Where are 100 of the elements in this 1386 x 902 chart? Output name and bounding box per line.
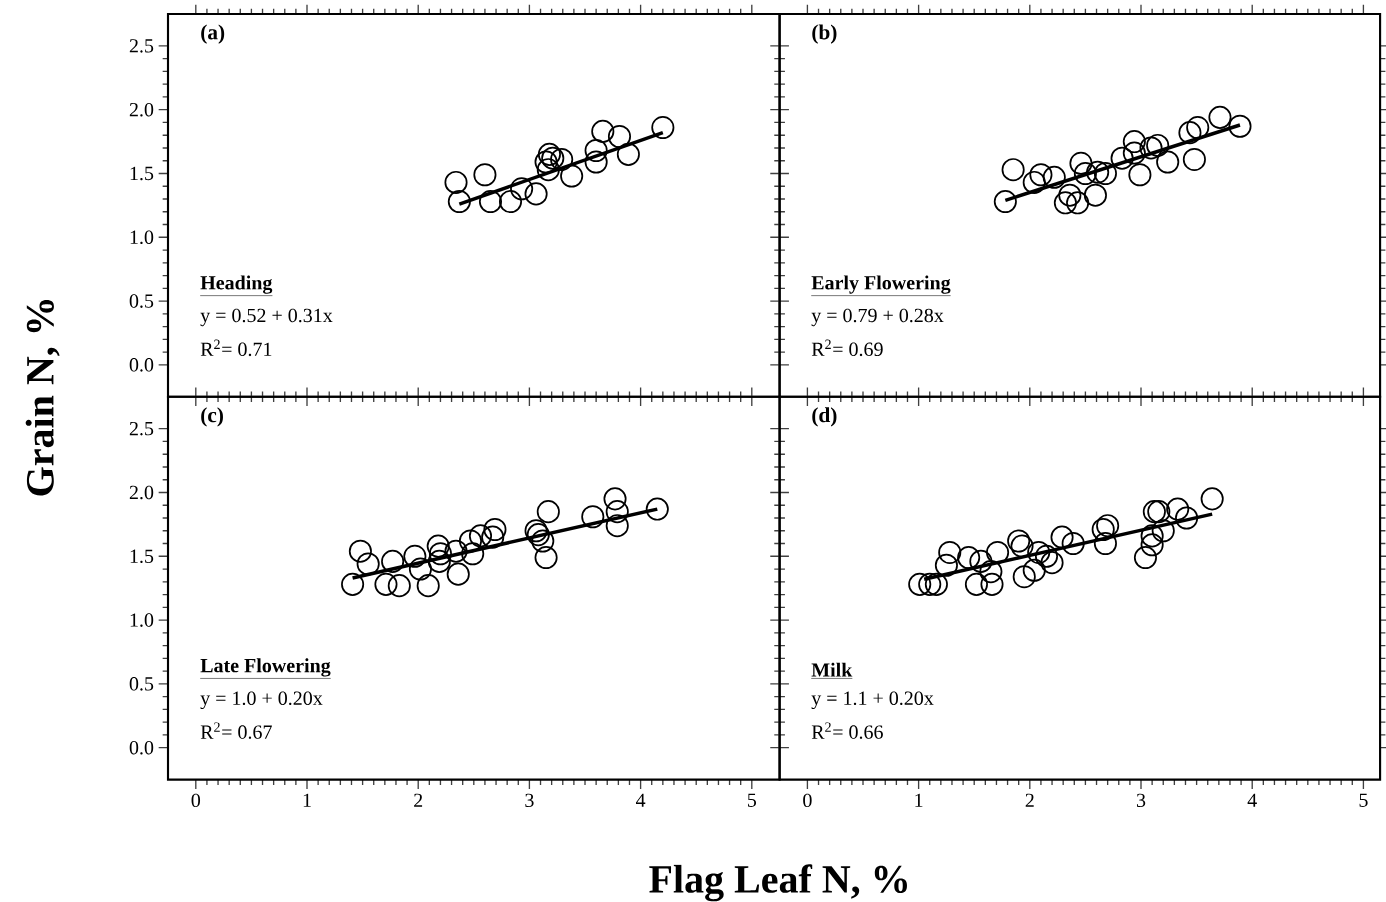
- point: [536, 158, 560, 182]
- point: [1200, 487, 1224, 511]
- annotation: (b): [812, 24, 837, 44]
- point: [1010, 534, 1034, 558]
- point: [1050, 525, 1074, 549]
- point: [341, 572, 365, 596]
- point: [416, 574, 440, 598]
- y-axis-title: Grain N, %: [25, 299, 60, 496]
- point: [1066, 191, 1090, 215]
- point: [473, 163, 497, 187]
- point: [1182, 147, 1206, 171]
- x-tick-label: 1: [915, 793, 923, 807]
- point: [1151, 519, 1175, 543]
- y-tick-label: 2.0: [129, 102, 154, 117]
- point: [403, 544, 427, 568]
- point: [1022, 170, 1046, 194]
- point: [964, 572, 988, 596]
- point: [591, 119, 615, 143]
- y-tick-label: 2.5: [129, 421, 154, 436]
- point: [1139, 136, 1163, 160]
- y-tick-label: 1.5: [130, 549, 154, 564]
- y-tick-label: 2.0: [129, 485, 154, 500]
- x-axis-title: Flag Leaf N, %: [649, 864, 907, 902]
- point: [616, 142, 640, 166]
- point: [534, 546, 558, 570]
- point: [603, 487, 627, 511]
- point: [427, 549, 451, 573]
- point: [374, 572, 398, 596]
- annotation: y = 0.52 + 0.31x: [200, 308, 333, 327]
- x-tick-label: 0: [803, 793, 812, 808]
- point: [979, 560, 1003, 584]
- point: [1166, 497, 1190, 521]
- point: [1140, 524, 1164, 548]
- y-tick-label: 0.0: [129, 740, 154, 755]
- x-tick-label: 3: [1136, 793, 1146, 808]
- annotation: y = 0.79 + 0.28x: [811, 308, 944, 327]
- point: [957, 546, 981, 570]
- point: [934, 553, 958, 577]
- annotation: Late Flowering: [200, 658, 331, 677]
- point: [1053, 191, 1077, 215]
- x-tick-label: 4: [636, 793, 646, 807]
- point: [581, 505, 605, 529]
- point: [1186, 116, 1210, 140]
- point: [381, 549, 405, 573]
- x-tick-label: 5: [747, 793, 757, 807]
- point: [444, 539, 468, 563]
- annotation: R$^{2}$= 0.69: [811, 339, 883, 357]
- annotation: Milk: [811, 662, 853, 677]
- point: [428, 542, 452, 566]
- annotation: R$^{2}$= 0.71: [200, 339, 272, 357]
- point: [1034, 544, 1059, 568]
- point: [510, 177, 534, 201]
- y-tick-label: 0.0: [129, 358, 154, 372]
- point: [1007, 529, 1031, 553]
- x-tick-label: 4: [1247, 793, 1257, 807]
- point: [607, 124, 632, 149]
- point: [1146, 133, 1170, 157]
- point: [1122, 130, 1146, 154]
- point: [1093, 531, 1117, 556]
- point: [468, 524, 493, 548]
- point: [986, 540, 1010, 564]
- point: [1096, 514, 1120, 538]
- point: [1128, 163, 1152, 187]
- point: [498, 190, 523, 214]
- point: [446, 562, 470, 586]
- point: [1156, 150, 1180, 174]
- annotation: Early Flowering: [811, 275, 951, 294]
- point: [584, 138, 608, 163]
- x-tick-label: 1: [303, 793, 311, 807]
- point: [1040, 551, 1064, 575]
- point: [1083, 183, 1107, 207]
- point: [605, 514, 629, 538]
- point: [524, 182, 548, 206]
- point: [1022, 558, 1046, 582]
- point: [1073, 161, 1097, 186]
- point: [534, 150, 558, 174]
- y-tick-label: 1.5: [130, 166, 154, 181]
- point: [924, 572, 948, 596]
- annotation: Heading: [200, 275, 273, 294]
- x-tick-label: 2: [414, 793, 423, 807]
- annotation: y = 1.1 + 0.20x: [811, 691, 934, 710]
- point: [458, 529, 483, 553]
- point: [447, 190, 471, 214]
- point: [1093, 161, 1117, 186]
- annotation: (a): [201, 24, 225, 44]
- annotation: R$^{2}$= 0.66: [811, 722, 883, 739]
- point: [938, 540, 962, 564]
- point: [605, 500, 629, 524]
- point: [1086, 160, 1110, 184]
- point: [918, 572, 942, 596]
- point: [1001, 158, 1025, 182]
- point: [461, 542, 485, 566]
- point: [1208, 105, 1232, 129]
- point: [478, 190, 503, 214]
- point: [1061, 531, 1085, 556]
- point: [560, 164, 584, 188]
- annotation: R$^{2}$= 0.67: [200, 722, 272, 739]
- point: [1133, 546, 1157, 570]
- point: [1175, 506, 1199, 530]
- point: [1178, 121, 1202, 145]
